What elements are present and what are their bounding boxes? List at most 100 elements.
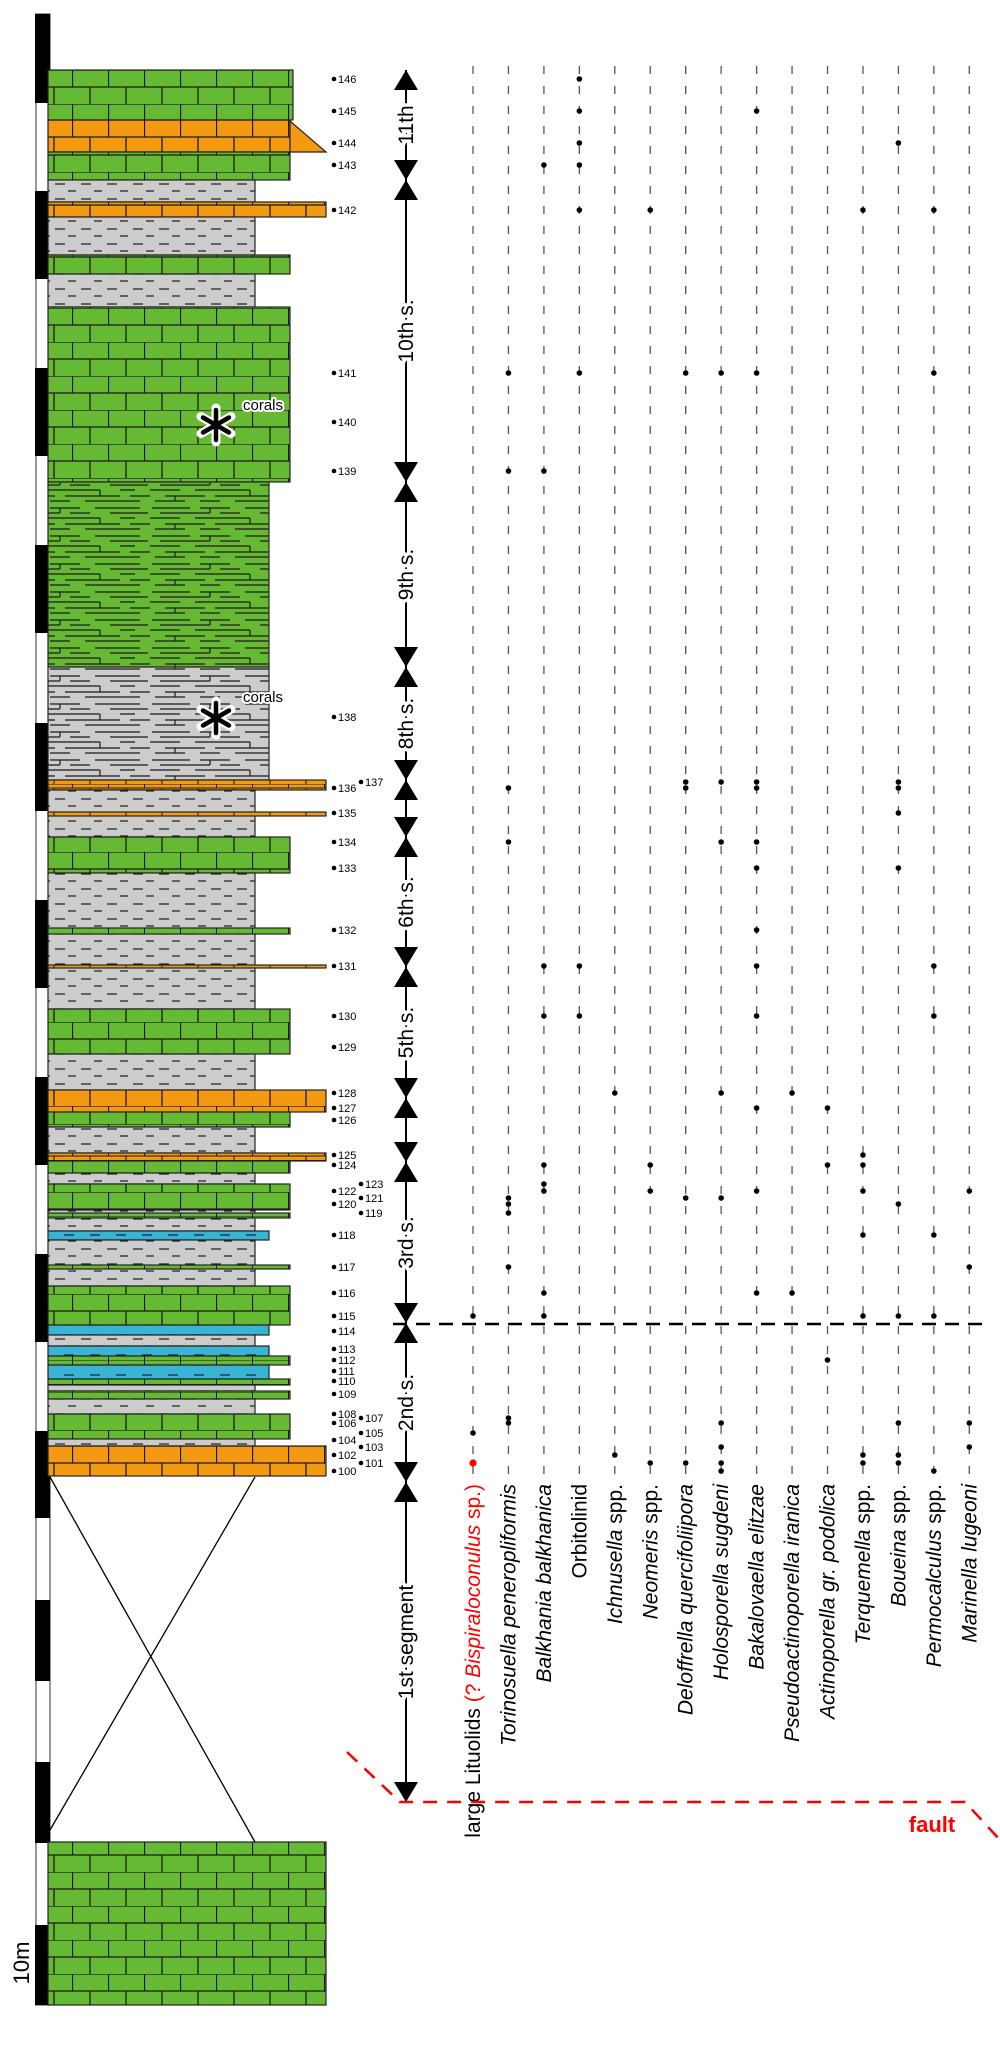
sample-dot <box>331 370 337 376</box>
sample-marker: 108 <box>331 1409 356 1421</box>
sample-dot <box>331 1328 337 1334</box>
occurrence-dot <box>966 1264 973 1270</box>
sample-marker: 136 <box>331 783 356 795</box>
segment-label: 9th s. <box>395 549 418 600</box>
arrow-down-icon <box>394 1078 418 1098</box>
sample-marker: 142 <box>331 205 356 217</box>
sample-marker: 141 <box>331 368 356 380</box>
sample-dot <box>331 785 337 791</box>
occurrence-dot <box>647 1162 654 1168</box>
laminated-marl-bed <box>47 666 270 781</box>
coral-label: corals <box>243 689 283 706</box>
taxon-label-part: Actinoporella gr. podolica <box>817 1484 840 1721</box>
sample-label: 117 <box>338 1262 356 1274</box>
segment-label: 6th s. <box>395 876 418 927</box>
sample-label: 123 <box>365 1179 383 1191</box>
sample-marker: 101 <box>358 1458 383 1470</box>
shale-bed <box>47 1384 256 1392</box>
sample-dot <box>358 1444 364 1450</box>
taxon-label: Terquemella spp. <box>852 1484 875 1644</box>
occurrence-dot <box>895 865 902 871</box>
limestone-bed <box>47 306 291 483</box>
limestone-bed <box>47 1378 291 1386</box>
occurrence-dot <box>541 963 547 969</box>
scale-bar-block <box>35 1254 50 1342</box>
sample-marker: 125 <box>331 1150 356 1162</box>
occurrence-dot <box>647 1188 654 1194</box>
taxon-column: Neomeris spp. <box>639 66 662 1619</box>
sample-label: 120 <box>338 1199 356 1211</box>
occurrence-dot <box>789 1290 795 1296</box>
blue-bed <box>47 1364 270 1380</box>
sample-dot <box>331 810 337 816</box>
occurrence-dot <box>541 1290 547 1296</box>
sample-label: 119 <box>365 1208 383 1220</box>
taxon-column: Bakalovaella elitzae <box>746 66 769 1670</box>
occurrence-dot <box>718 1444 724 1450</box>
sample-dot <box>331 1105 337 1111</box>
laminated-limestone-bed <box>47 481 270 668</box>
arrow-down-icon <box>394 947 418 967</box>
occurrence-dot <box>895 785 902 791</box>
sample-label: 135 <box>338 808 356 820</box>
occurrence-dot <box>682 785 689 791</box>
sample-marker: 116 <box>331 1288 356 1300</box>
sample-marker: 121 <box>358 1193 383 1205</box>
sample-dot <box>331 1201 337 1207</box>
limestone-bed <box>47 69 294 121</box>
occurrence-dot <box>860 1188 866 1194</box>
blue-bed <box>47 1345 270 1357</box>
occurrence-dot <box>718 779 724 785</box>
sample-marker: 100 <box>331 1466 356 1478</box>
taxon-label-part: large Lituolids <box>462 1702 485 1837</box>
occurrence-dot <box>824 1357 831 1363</box>
sample-labels: 146 145 144 143 142 141 140 139 138 137 136 135 134 1… <box>331 74 383 1478</box>
occurrence-dot <box>753 108 760 114</box>
sample-marker: 128 <box>331 1088 356 1100</box>
occurrence-dot <box>682 1460 689 1466</box>
occurrence-dot <box>718 1460 724 1466</box>
sample-dot <box>331 1420 337 1426</box>
orange-limestone-bed <box>47 964 327 969</box>
sample-dot <box>331 714 337 720</box>
taxon-label-part: Holosporella sugdeni <box>710 1483 733 1680</box>
shale-bed <box>47 273 256 308</box>
occurrence-dot <box>612 1452 618 1458</box>
taxon-label-part: Orbitolinid <box>568 1484 591 1579</box>
sample-label: 129 <box>338 1042 356 1054</box>
sample-marker: 110 <box>331 1376 356 1388</box>
shale-bed <box>47 216 256 256</box>
sample-dot <box>331 1152 337 1158</box>
limestone-bed <box>47 1841 327 2006</box>
sample-dot <box>331 207 337 213</box>
taxon-label-part: sp.) <box>462 1484 485 1525</box>
sample-marker: 137 <box>358 777 383 789</box>
limestone-bed <box>47 836 291 874</box>
taxon-label-part: Pseudoactinoporella iranica <box>781 1484 804 1742</box>
occurrence-dot <box>718 839 724 845</box>
shale-bed <box>47 1053 256 1091</box>
orange-limestone-bed <box>47 201 327 218</box>
occurrence-dot <box>576 108 583 114</box>
taxon-label-part: Ichnusella <box>604 1530 627 1625</box>
sample-label: 142 <box>338 205 356 217</box>
arrow-up-icon <box>394 180 418 200</box>
occurrence-dot <box>860 1232 866 1238</box>
occurrence-dot <box>718 1420 724 1426</box>
limestone-bed <box>47 1390 291 1400</box>
sample-marker: 102 <box>331 1450 356 1462</box>
taxon-label: Pseudoactinoporella iranica <box>781 1484 804 1742</box>
sample-label: 127 <box>338 1103 356 1115</box>
occurrence-dot <box>505 1420 512 1426</box>
occurrence-dot <box>470 1430 476 1436</box>
occurrence-dot <box>682 370 689 376</box>
sample-dot <box>358 1430 364 1436</box>
occurrence-dot <box>895 140 902 146</box>
taxon-label: Deloffrella quercifoliipora <box>675 1484 698 1715</box>
sample-marker: 123 <box>358 1179 383 1191</box>
limestone-bed <box>47 1008 291 1055</box>
arrow-up-icon <box>394 1323 418 1343</box>
sample-marker: 132 <box>331 925 356 937</box>
sample-marker: 111 <box>331 1366 355 1378</box>
